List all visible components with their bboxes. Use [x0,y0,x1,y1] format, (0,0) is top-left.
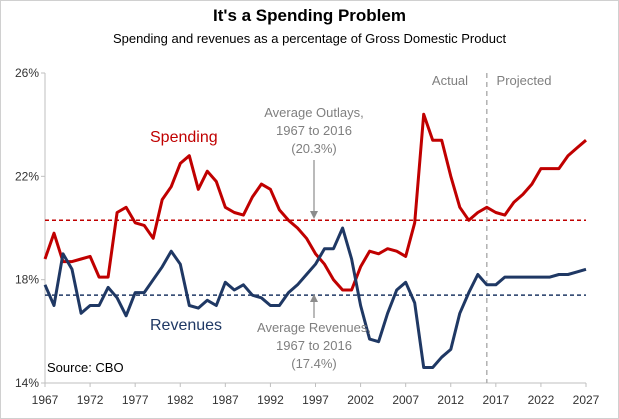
x-tick-label: 1977 [122,393,149,407]
x-tick-label: 2002 [347,393,374,407]
axes: 14% 18% 22% 26% 1967 1972 1977 1982 1987 1992 1997… [15,66,600,407]
outlays-avg-line1: Average Outlays, [264,105,363,120]
chart-subtitle: Spending and revenues as a percentage of… [112,31,507,46]
outlays-avg-line2: 1967 to 2016 [276,123,352,138]
revenues-avg-line3: (17.4%) [291,356,337,371]
annotations: Spending Revenues Average Outlays, 1967 … [47,73,551,375]
revenues-avg-line2: 1967 to 2016 [276,338,352,353]
series-lines [43,112,587,369]
chart-title: It's a Spending Problem [213,6,406,25]
y-tick-label: 26% [15,66,39,80]
series-line-revenues [43,226,587,369]
x-tick-label: 1987 [212,393,239,407]
revenues-label: Revenues [150,317,222,334]
actual-label: Actual [432,73,468,88]
y-tick-label: 22% [15,169,39,183]
x-tick-label: 1972 [77,393,104,407]
x-tick-label: 1982 [167,393,194,407]
x-tick-label: 2027 [573,393,600,407]
source-note: Source: CBO [47,360,124,375]
projected-label: Projected [497,73,552,88]
x-tick-label: 1997 [302,393,329,407]
spending-label: Spending [150,129,218,146]
series-line-spending [43,112,587,292]
x-tick-label: 1992 [257,393,284,407]
outlays-arrowhead [310,211,318,219]
x-tick-label: 1967 [32,393,59,407]
x-tick-label: 2017 [482,393,509,407]
revenues-arrowhead [310,294,318,302]
outlays-avg-line3: (20.3%) [291,141,337,156]
x-tick-label: 2022 [528,393,555,407]
x-tick-label: 2007 [392,393,419,407]
x-tick-label: 2012 [437,393,464,407]
y-tick-label: 14% [15,376,39,390]
reference-lines [45,73,586,383]
revenues-avg-line1: Average Revenues, [257,320,371,335]
y-tick-label: 18% [15,273,39,287]
